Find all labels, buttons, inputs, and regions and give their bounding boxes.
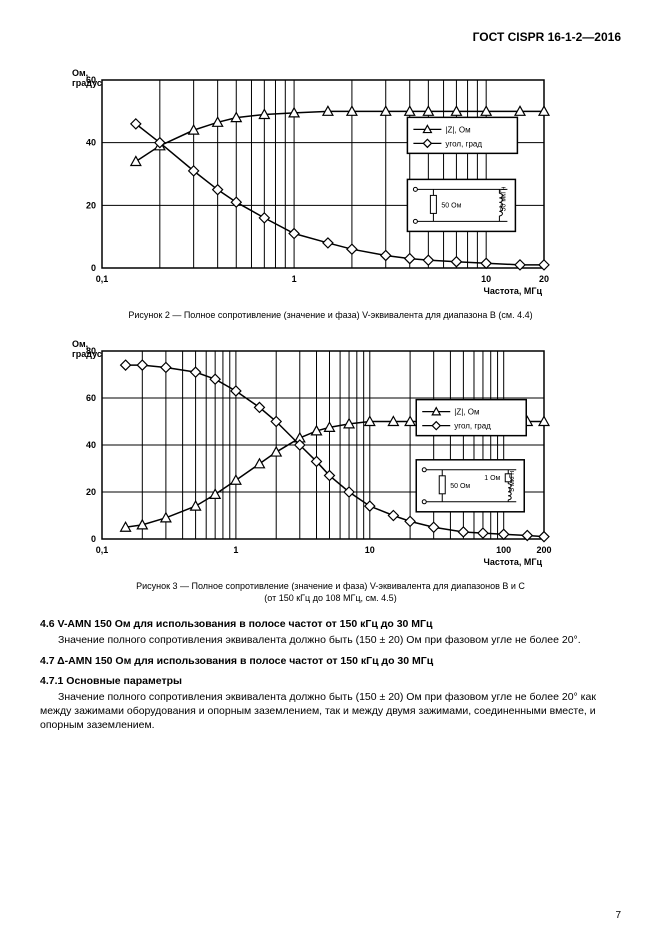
svg-text:0: 0: [91, 534, 96, 544]
svg-text:угол, град: угол, град: [445, 139, 482, 148]
svg-text:50 Ом: 50 Ом: [441, 202, 461, 209]
svg-text:угол, град: угол, град: [454, 422, 491, 431]
svg-text:1: 1: [233, 545, 238, 555]
svg-text:5 мкГн: 5 мкГн: [509, 471, 516, 492]
svg-text:80: 80: [86, 346, 96, 356]
page-number: 7: [615, 910, 621, 921]
svg-text:0,1: 0,1: [96, 274, 109, 284]
svg-text:20: 20: [86, 487, 96, 497]
section-4-6-text: Значение полного сопротивления эквивален…: [40, 634, 621, 648]
svg-text:40: 40: [86, 440, 96, 450]
svg-text:20: 20: [86, 200, 96, 210]
section-4-7-1-heading: 4.7.1 Основные параметры: [40, 675, 621, 687]
svg-text:10: 10: [481, 274, 491, 284]
svg-text:60: 60: [86, 393, 96, 403]
svg-text:Частота, МГц: Частота, МГц: [484, 286, 543, 296]
section-4-7-1-text: Значение полного сопротивления эквивален…: [40, 691, 621, 732]
figure-3-caption-line2: (от 150 кГц до 108 МГц, см. 4.5): [264, 593, 396, 603]
svg-text:0,1: 0,1: [96, 545, 109, 555]
svg-text:10: 10: [365, 545, 375, 555]
svg-text:50 мкГн: 50 мкГн: [500, 186, 507, 211]
svg-text:50 Ом: 50 Ом: [450, 483, 470, 490]
svg-text:0: 0: [91, 263, 96, 273]
figure-3-caption: Рисунок 3 — Полное сопротивление (значен…: [40, 581, 621, 604]
svg-text:60: 60: [86, 75, 96, 85]
figure-2-chart: Ом,градус02040600,111020Частота, МГц|Z|,…: [40, 64, 621, 304]
svg-text:200: 200: [536, 545, 551, 555]
page: ГОСТ CISPR 16-1-2—2016 Ом,градус02040600…: [0, 0, 661, 935]
svg-text:40: 40: [86, 138, 96, 148]
svg-text:100: 100: [496, 545, 511, 555]
section-4-6-heading: 4.6 V-AMN 150 Ом для использования в пол…: [40, 618, 621, 630]
svg-text:1: 1: [292, 274, 297, 284]
figure-2-caption: Рисунок 2 — Полное сопротивление (значен…: [40, 310, 621, 321]
svg-text:20: 20: [539, 274, 549, 284]
svg-text:|Z|, Ом: |Z|, Ом: [454, 408, 479, 417]
figure-3-chart: Ом,градус0204060800,1110100200Частота, М…: [40, 335, 621, 575]
svg-text:|Z|, Ом: |Z|, Ом: [445, 125, 470, 134]
figure-3-caption-line1: Рисунок 3 — Полное сопротивление (значен…: [136, 581, 525, 591]
section-4-7-heading: 4.7 Δ-AMN 150 Ом для использования в пол…: [40, 655, 621, 667]
document-header: ГОСТ CISPR 16-1-2—2016: [40, 30, 621, 44]
svg-text:Частота, МГц: Частота, МГц: [484, 557, 543, 567]
svg-text:1 Ом: 1 Ом: [484, 475, 500, 482]
